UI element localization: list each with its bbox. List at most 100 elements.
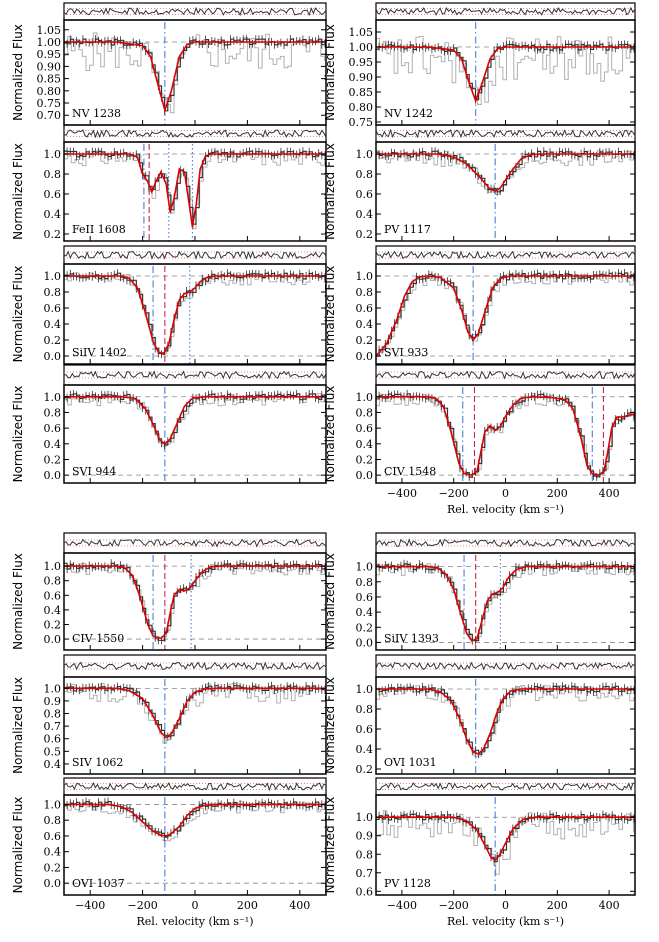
y-axis-label: Normalized Flux (323, 553, 337, 650)
y-tick-label: 0.8 (44, 708, 62, 721)
y-tick-label: 1.0 (356, 811, 374, 824)
residual-trace (375, 782, 636, 791)
x-tick-label: 200 (547, 899, 568, 912)
y-tick-label: 0.6 (356, 591, 374, 604)
residual-trace (375, 250, 636, 260)
y-tick-label: 1.0 (44, 560, 62, 573)
residual-trace (63, 661, 327, 671)
y-tick-label: 0.95 (349, 56, 374, 69)
observed-spectrum (64, 272, 326, 355)
y-tick-label: 0.2 (44, 453, 62, 466)
residual-trace (63, 370, 327, 380)
observed-spectrum (64, 38, 326, 112)
y-tick-label: 0.0 (44, 633, 62, 646)
x-axis-label: Rel. velocity (km s⁻¹) (447, 915, 564, 928)
y-tick-label: 0.6 (356, 422, 374, 435)
y-tick-label: 0.90 (349, 71, 374, 84)
y-axis-label: Normalized Flux (323, 797, 337, 894)
y-tick-label: 0.4 (44, 846, 62, 859)
x-tick-label: −200 (439, 487, 469, 500)
observed-spectrum (376, 563, 635, 642)
residual-trace (63, 129, 327, 139)
y-tick-label: 0.2 (356, 621, 374, 634)
x-tick-label: 400 (289, 899, 310, 912)
y-tick-label: 0.4 (44, 318, 62, 331)
panel-feii-1608: 0.2 0.4 0.6 0.8 1.0 FeII 1608 Normalized Flux (11, 124, 327, 242)
y-tick-label: 0.6 (44, 830, 62, 843)
x-tick-label: 200 (547, 487, 568, 500)
error-bars (375, 810, 635, 866)
model-fit (376, 816, 635, 861)
residual-trace (375, 661, 636, 671)
residual-frame (375, 777, 636, 796)
y-tick-label: 0.4 (44, 604, 62, 617)
blended-spectrum (376, 393, 635, 476)
y-tick-label: 1.0 (356, 683, 374, 696)
panel-nv-1238: 0.700.750.800.850.900.951.001.05 NV 1238 N… (11, 2, 327, 126)
y-tick-label: 0.6 (44, 302, 62, 315)
y-tick-label: 0.0 (44, 350, 62, 363)
model-fit (64, 275, 326, 355)
residual-frame (375, 532, 636, 554)
model-fit (64, 565, 326, 640)
y-tick-label: 0.8 (44, 168, 62, 181)
y-tick-label: 1.05 (37, 24, 62, 37)
blended-spectrum (376, 563, 635, 641)
residual-trace (63, 250, 327, 261)
y-tick-label: 0.8 (356, 848, 374, 861)
x-tick-label: 0 (502, 899, 509, 912)
y-tick-label: 0.70 (37, 109, 62, 122)
y-tick-label: 0.0 (356, 636, 374, 649)
y-tick-label: 0.6 (44, 422, 62, 435)
y-tick-label: 0.9 (44, 695, 62, 708)
ion-label: CIV 1548 (384, 465, 436, 478)
y-tick-label: 0.95 (37, 48, 62, 61)
y-axis-label: Normalized Flux (323, 24, 337, 121)
blended-spectrum (64, 800, 326, 842)
y-tick-label: 0.6 (44, 188, 62, 201)
ion-label: SIV 1062 (72, 756, 123, 769)
panel-svi-933: 0.0 0.2 0.4 0.6 0.8 1.0 SVI 933 Normalized Flux (323, 245, 636, 365)
y-tick-label: 0.5 (44, 745, 62, 758)
blended-spectrum (376, 272, 635, 357)
x-tick-label: 0 (192, 899, 199, 912)
x-tick-label: 0 (502, 487, 509, 500)
panel-civ-1550: 0.0 0.20.4 0.60.8 1.0 CIV 1550 Normalized Flu… (11, 532, 327, 651)
ion-label: SiIV 1393 (384, 632, 439, 645)
y-tick-label: 0.8 (356, 406, 374, 419)
y-tick-label: 1.0 (44, 148, 62, 161)
panel-svi-944: 0.0 0.2 0.4 0.6 0.8 1.0 SVI 944 Normalized Flux (11, 364, 327, 484)
residual-trace (63, 6, 327, 17)
y-tick-label: 0.7 (356, 867, 374, 880)
y-tick-label: 0.8 (44, 406, 62, 419)
y-tick-label: 0.4 (356, 208, 374, 221)
x-axis-label: Rel. velocity (km s⁻¹) (447, 503, 564, 516)
y-tick-label: 0.0 (44, 469, 62, 482)
model-fit (64, 153, 326, 228)
y-tick-label: 1.0 (356, 561, 374, 574)
y-tick-label: 1.0 (44, 391, 62, 404)
y-tick-label: 0.8 (356, 576, 374, 589)
model-fit (376, 565, 635, 642)
panel-nv-1242: 0.75 0.80 0.85 0.90 0.95 1.00 1.05 NV 1242 Norma… (323, 2, 636, 129)
y-axis-label: Normalized Flux (323, 143, 337, 240)
y-tick-label: 0.4 (356, 743, 374, 756)
model-fit (376, 153, 635, 192)
y-tick-label: 0.4 (44, 208, 62, 221)
y-tick-label: 0.6 (44, 733, 62, 746)
x-tick-label: −200 (127, 899, 157, 912)
residual-trace (375, 6, 636, 16)
y-axis-label: Normalized Flux (11, 386, 25, 483)
y-tick-label: 0.4 (356, 438, 374, 451)
y-tick-label: 0.6 (44, 589, 62, 602)
observed-spectrum (376, 43, 635, 101)
y-tick-label: 0.2 (356, 453, 374, 466)
y-tick-label: 0.4 (356, 606, 374, 619)
y-axis-label: Normalized Flux (11, 797, 25, 894)
residual-trace (63, 538, 327, 548)
y-tick-label: 0.0 (356, 469, 374, 482)
y-tick-label: 0.6 (356, 723, 374, 736)
observed-spectrum (376, 813, 635, 863)
panel-siiv-1393: 0.0 0.2 0.4 0.6 0.8 1.0 SiIV 1393 Normalized Fl… (323, 532, 636, 651)
